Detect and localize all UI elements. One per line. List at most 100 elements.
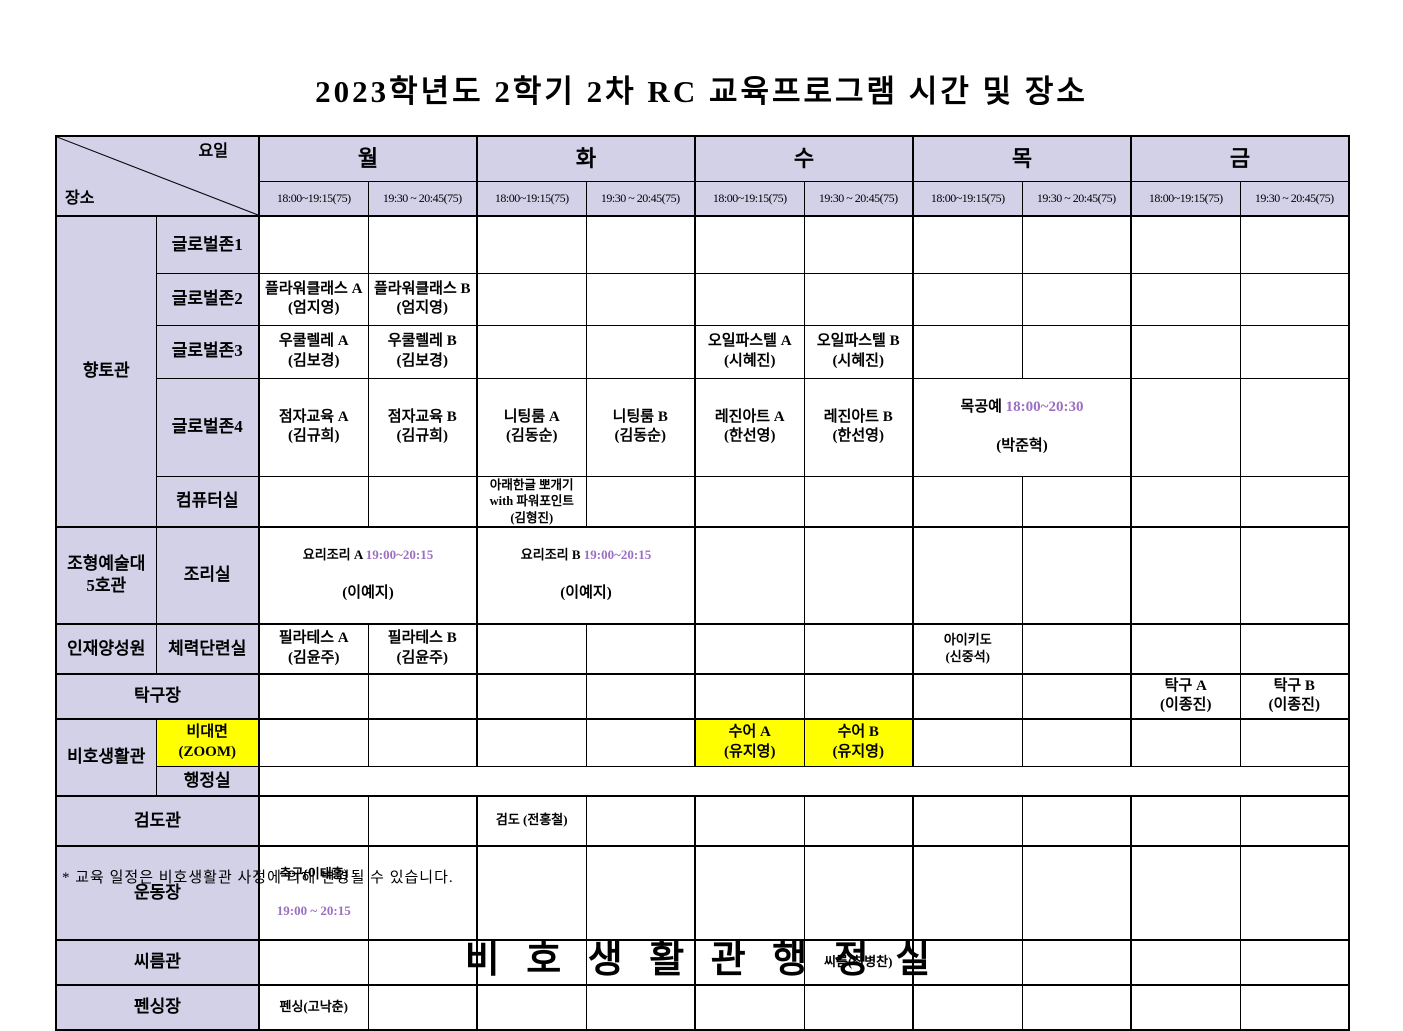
empty-cell	[1239, 377, 1350, 477]
schedule-change-note: * 교육 일정은 비호생활관 사정에 의해 변경될 수 있습니다.	[62, 870, 454, 886]
place-kendo-hall: 검도관	[55, 794, 260, 847]
time-header-wed-2: 19:30 ~ 20:45(75)	[803, 181, 914, 218]
empty-cell	[803, 525, 914, 625]
cell-resinart-a: 레진아트 A (한선영)	[694, 377, 805, 477]
room-globalzone3: 글로벌존3	[155, 324, 260, 379]
empty-cell	[912, 215, 1023, 274]
corner-header-cell: 요일 장소	[55, 135, 260, 217]
empty-cell	[1239, 844, 1350, 941]
empty-cell	[1130, 324, 1241, 379]
empty-cell	[1021, 794, 1132, 847]
empty-cell	[258, 475, 369, 528]
day-header-tue: 화	[476, 135, 696, 183]
empty-cell	[912, 794, 1023, 847]
empty-cell	[1130, 622, 1241, 675]
cell-woodcraft: 목공예 18:00~20:30 (박준혁)	[912, 377, 1132, 477]
day-axis-label: 요일	[198, 143, 228, 160]
empty-cell	[476, 672, 587, 720]
empty-cell	[912, 525, 1023, 625]
empty-cell	[585, 717, 696, 768]
empty-cell	[912, 324, 1023, 379]
empty-cell	[585, 844, 696, 941]
time-header-thu-1: 18:00~19:15(75)	[912, 181, 1023, 218]
empty-cell	[1021, 272, 1132, 326]
empty-cell	[1021, 475, 1132, 528]
empty-cell	[912, 844, 1023, 941]
cell-tabletennis-b: 탁구 B (이종진)	[1239, 672, 1350, 720]
cell-knitting-a: 니팅룸 A (김동순)	[476, 377, 587, 477]
cell-oilpastel-b: 오일파스텔 B (시혜진)	[803, 324, 914, 379]
empty-cell	[803, 672, 914, 720]
empty-cell	[694, 215, 805, 274]
room-fitness: 체력단련실	[155, 622, 260, 675]
room-cooking: 조리실	[155, 525, 260, 625]
diagonal-divider-line	[57, 137, 258, 215]
empty-cell	[803, 794, 914, 847]
cell-hangul-powerpoint: 아래한글 뽀개기 with 파워포인트 (김형진)	[476, 475, 587, 528]
empty-cell	[367, 672, 478, 720]
empty-cell	[1021, 844, 1132, 941]
empty-cell	[1239, 938, 1350, 986]
empty-cell	[258, 717, 369, 768]
empty-cell	[694, 938, 805, 986]
cell-soccer: 축구(이태홍) 19:00 ~ 20:15	[258, 844, 369, 941]
empty-cell	[1239, 717, 1350, 768]
cell-flower-class-a: 플라워클래스 A (엄지영)	[258, 272, 369, 326]
empty-cell	[476, 622, 587, 675]
room-admin-office: 행정실	[155, 766, 260, 797]
time-header-tue-2: 19:30 ~ 20:45(75)	[585, 181, 696, 218]
empty-cell	[803, 844, 914, 941]
empty-cell	[1239, 794, 1350, 847]
empty-cell	[694, 622, 805, 675]
empty-cell	[1021, 215, 1132, 274]
room-computer: 컴퓨터실	[155, 475, 260, 528]
cell-braille-a: 점자교육 A (김규희)	[258, 377, 369, 477]
empty-cell	[585, 672, 696, 720]
room-globalzone1: 글로벌존1	[155, 215, 260, 274]
empty-cell	[1239, 525, 1350, 625]
empty-cell	[803, 272, 914, 326]
page-title: 2023학년도 2학기 2차 RC 교육프로그램 시간 및 장소	[315, 74, 1088, 109]
room-zoom: 비대면 (ZOOM)	[155, 717, 260, 768]
empty-cell	[1130, 717, 1241, 768]
empty-cell	[585, 272, 696, 326]
building-biho: 비호생활관	[55, 717, 157, 797]
empty-cell	[694, 525, 805, 625]
empty-cell	[803, 475, 914, 528]
day-header-thu: 목	[912, 135, 1132, 183]
empty-cell	[1239, 622, 1350, 675]
building-hyangtogwan: 향토관	[55, 215, 157, 528]
time-header-fri-1: 18:00~19:15(75)	[1130, 181, 1241, 218]
empty-cell	[258, 215, 369, 274]
empty-cell	[585, 794, 696, 847]
empty-cell	[367, 844, 478, 941]
cell-tabletennis-a: 탁구 A (이종진)	[1130, 672, 1241, 720]
cell-aikido: 아이키도 (신중석)	[912, 622, 1023, 675]
empty-cell	[912, 938, 1023, 986]
empty-cell	[1130, 475, 1241, 528]
empty-cell	[694, 844, 805, 941]
cell-kendo: 검도 (전홍철)	[476, 794, 587, 847]
empty-cell-admin-row	[258, 766, 1350, 797]
empty-cell	[912, 272, 1023, 326]
empty-cell	[1021, 717, 1132, 768]
place-tabletennis-hall: 탁구장	[55, 672, 260, 720]
empty-cell	[694, 672, 805, 720]
time-header-thu-2: 19:30 ~ 20:45(75)	[1021, 181, 1132, 218]
empty-cell	[803, 215, 914, 274]
empty-cell	[1130, 272, 1241, 326]
empty-cell	[1130, 525, 1241, 625]
cell-braille-b: 점자교육 B (김규희)	[367, 377, 478, 477]
empty-cell	[1239, 324, 1350, 379]
empty-cell	[585, 938, 696, 986]
empty-cell	[367, 717, 478, 768]
empty-cell	[912, 672, 1023, 720]
room-globalzone4: 글로벌존4	[155, 377, 260, 477]
empty-cell	[1239, 475, 1350, 528]
building-art5: 조형예술대 5호관	[55, 525, 157, 625]
empty-cell	[912, 717, 1023, 768]
cell-cooking-b: 요리조리 B 19:00~20:15 (이예지)	[476, 525, 696, 625]
time-header-wed-1: 18:00~19:15(75)	[694, 181, 805, 218]
empty-cell	[476, 215, 587, 274]
empty-cell	[1130, 794, 1241, 847]
